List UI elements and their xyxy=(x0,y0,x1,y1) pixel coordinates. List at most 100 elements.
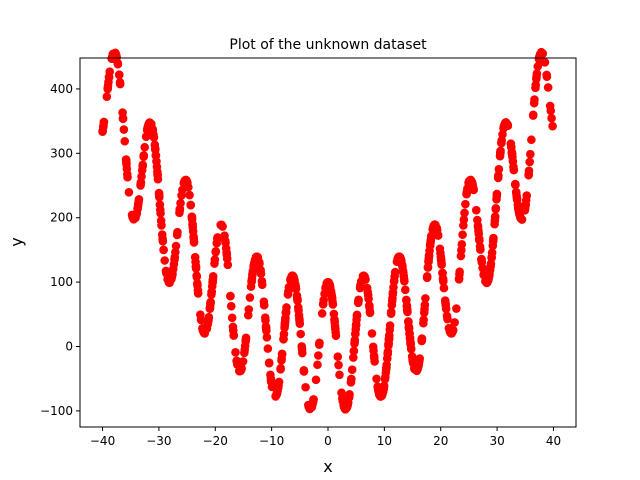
data-point xyxy=(113,59,123,69)
data-point xyxy=(524,170,533,180)
data-point xyxy=(488,241,498,250)
data-point xyxy=(459,215,469,224)
data-point xyxy=(248,266,258,276)
data-point xyxy=(426,233,436,242)
data-point xyxy=(222,250,232,260)
data-point xyxy=(217,220,226,230)
x-tick-label: 0 xyxy=(324,434,332,448)
data-point xyxy=(439,283,449,293)
data-point xyxy=(489,233,498,243)
data-point xyxy=(211,247,220,257)
data-point xyxy=(260,313,270,323)
data-point xyxy=(354,295,363,305)
data-point xyxy=(192,279,202,288)
data-point xyxy=(543,83,553,92)
data-point xyxy=(377,391,387,401)
data-point xyxy=(457,245,466,255)
data-point xyxy=(301,382,310,392)
data-point xyxy=(226,301,236,311)
data-point xyxy=(442,311,452,321)
data-point xyxy=(476,245,485,254)
data-point xyxy=(493,173,503,183)
y-tick-label: 400 xyxy=(50,82,73,96)
data-point xyxy=(241,337,250,346)
data-point xyxy=(542,70,551,80)
data-point xyxy=(463,184,472,193)
data-point xyxy=(351,321,361,330)
data-point xyxy=(264,358,274,368)
data-point xyxy=(188,227,198,236)
data-point xyxy=(330,321,340,331)
data-point xyxy=(315,338,324,348)
data-point xyxy=(419,308,429,317)
data-point xyxy=(140,142,150,152)
data-point xyxy=(181,175,191,185)
data-point xyxy=(261,323,271,333)
x-tick-label: 30 xyxy=(489,434,504,448)
data-point xyxy=(192,271,201,280)
data-point xyxy=(487,253,496,263)
data-point xyxy=(349,353,358,362)
data-point xyxy=(220,236,230,246)
data-point xyxy=(452,304,461,313)
y-axis-label: y xyxy=(7,237,26,246)
data-point xyxy=(450,318,459,327)
data-point xyxy=(283,290,293,299)
data-point xyxy=(118,114,128,124)
data-point xyxy=(257,276,267,286)
data-point xyxy=(188,220,197,229)
data-point xyxy=(279,335,288,344)
data-point xyxy=(403,307,412,317)
data-point xyxy=(107,54,117,63)
data-point xyxy=(433,230,443,240)
data-point xyxy=(492,191,502,201)
data-point xyxy=(196,310,205,319)
x-axis-label: x xyxy=(323,457,332,476)
data-point xyxy=(308,400,317,409)
data-point xyxy=(245,293,255,302)
x-tick-label: −30 xyxy=(146,434,171,448)
data-point xyxy=(432,223,441,233)
data-point xyxy=(149,130,158,140)
data-point xyxy=(438,269,447,278)
data-point xyxy=(440,296,450,305)
x-tick-label: −40 xyxy=(90,434,115,448)
data-point xyxy=(119,125,129,134)
data-point xyxy=(320,289,329,299)
data-point xyxy=(399,271,409,281)
data-point xyxy=(103,81,113,90)
data-point xyxy=(461,199,470,209)
data-point xyxy=(185,190,194,200)
data-point xyxy=(232,356,241,366)
data-point xyxy=(297,345,307,354)
data-point xyxy=(471,205,481,215)
data-point xyxy=(213,233,222,242)
data-point xyxy=(244,305,254,314)
data-point xyxy=(276,365,285,374)
data-point xyxy=(386,307,396,317)
data-point xyxy=(330,315,339,324)
data-point xyxy=(240,345,250,355)
data-point xyxy=(365,308,375,318)
data-point xyxy=(390,267,400,277)
y-tick-label: −100 xyxy=(40,404,73,418)
data-point xyxy=(367,329,377,338)
data-point xyxy=(296,329,305,339)
data-point xyxy=(120,136,130,146)
data-point xyxy=(420,300,430,310)
data-point xyxy=(506,142,516,152)
data-point xyxy=(350,337,359,347)
x-tick-label: −10 xyxy=(259,434,284,448)
y-tick-label: 100 xyxy=(50,275,73,289)
data-point xyxy=(436,252,446,262)
data-point xyxy=(314,351,323,360)
data-point xyxy=(414,359,424,368)
y-axis-ticks: −100 0 100 200 300 400 xyxy=(40,82,80,418)
data-point xyxy=(346,378,356,387)
data-point xyxy=(134,195,144,204)
data-point xyxy=(478,263,487,273)
data-point xyxy=(295,314,304,324)
data-point xyxy=(118,108,127,117)
data-point xyxy=(102,92,112,101)
data-point xyxy=(168,269,177,279)
